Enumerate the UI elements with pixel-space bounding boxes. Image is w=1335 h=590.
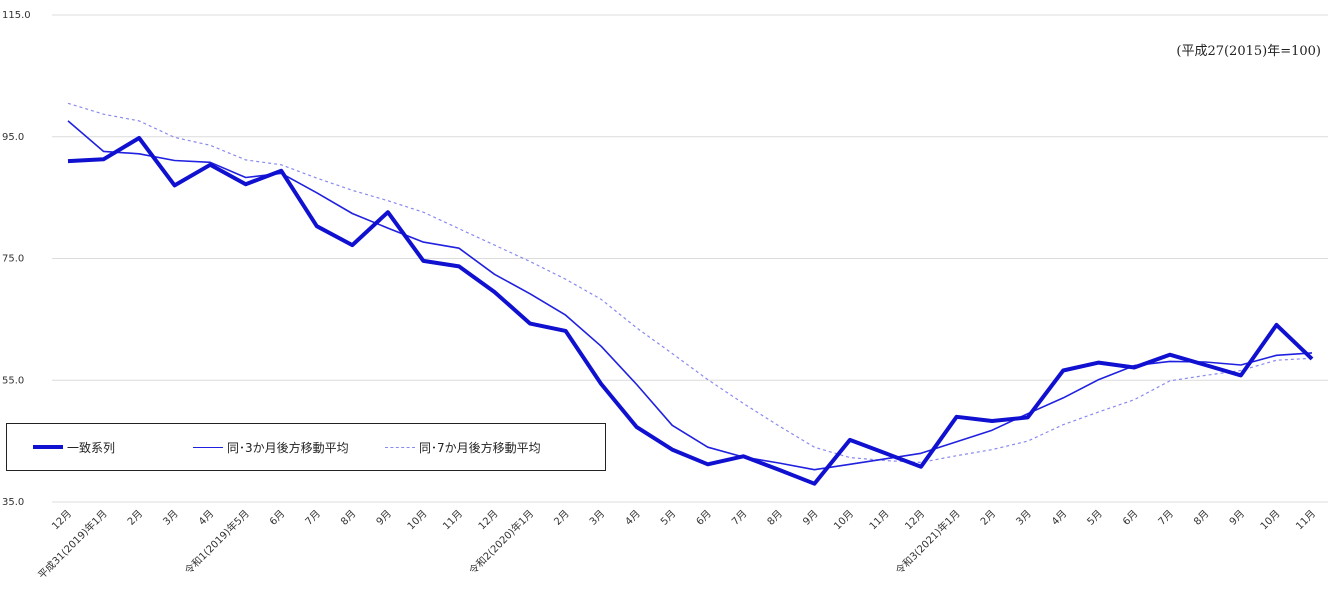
x-tick-label: 11月 <box>441 508 466 533</box>
x-tick-label: 12月 <box>50 508 75 533</box>
legend-item-ma7: 同･7か月後方移動平均 <box>385 424 541 470</box>
y-axis-ticks: 35.0 55.0 75.0 95.0 115.0 <box>2 10 31 508</box>
x-tick-label: 4月 <box>623 508 643 528</box>
grid-lines <box>52 14 1328 503</box>
legend-item-main: 一致系列 <box>33 424 115 470</box>
x-tick-label: 2月 <box>978 508 998 528</box>
y-tick-label: 55.0 <box>2 375 24 386</box>
x-tick-label: 10月 <box>1258 508 1283 533</box>
series-line-main <box>67 136 1314 486</box>
x-tick-label: 11月 <box>1294 508 1319 533</box>
x-tick-label: 11月 <box>867 508 892 533</box>
legend: 一致系列 同･3か月後方移動平均 同･7か月後方移動平均 <box>6 423 606 471</box>
x-tick-label: 7月 <box>303 508 323 528</box>
legend-label-ma7: 同･7か月後方移動平均 <box>419 440 541 455</box>
y-tick-label: 115.0 <box>2 10 31 21</box>
y-tick-label: 95.0 <box>2 132 24 143</box>
legend-swatch-main <box>33 445 63 449</box>
x-tick-label: 6月 <box>694 508 714 528</box>
x-tick-label: 8月 <box>1191 508 1211 528</box>
legend-label-ma3: 同･3か月後方移動平均 <box>227 440 349 455</box>
x-tick-label: 3月 <box>587 508 607 528</box>
legend-label-main: 一致系列 <box>67 440 116 455</box>
series-lines <box>67 102 1314 486</box>
y-tick-label: 75.0 <box>2 254 24 265</box>
x-tick-label: 4月 <box>196 508 216 528</box>
x-tick-label: 2月 <box>552 508 572 528</box>
x-tick-label: 6月 <box>1120 508 1140 528</box>
x-tick-label: 4月 <box>1049 508 1069 528</box>
base-year-note: (平成27(2015)年=100) <box>1176 44 1321 59</box>
x-tick-label: 5月 <box>658 508 678 528</box>
y-tick-label: 35.0 <box>2 497 24 508</box>
x-tick-label: 8月 <box>338 508 358 528</box>
x-tick-label: 5月 <box>1085 508 1105 528</box>
legend-item-ma3: 同･3か月後方移動平均 <box>193 424 349 470</box>
x-tick-label: 12月 <box>903 508 928 533</box>
x-tick-label: 8月 <box>765 508 785 528</box>
x-tick-label: 3月 <box>161 508 181 528</box>
series-line-ma7 <box>67 102 1313 463</box>
x-tick-label: 7月 <box>729 508 749 528</box>
x-tick-label: 12月 <box>476 508 501 533</box>
x-tick-label: 令和3(2021)年1月 <box>893 507 963 577</box>
series-line-ma3 <box>67 120 1313 471</box>
x-tick-label: 令和1(2019)年5月 <box>182 507 252 577</box>
legend-swatch-ma7 <box>385 446 415 448</box>
x-tick-label: 7月 <box>1156 508 1176 528</box>
x-tick-label: 平成31(2019)年1月 <box>35 507 109 581</box>
x-tick-label: 6月 <box>267 508 287 528</box>
x-tick-label: 2月 <box>125 508 145 528</box>
x-tick-label: 9月 <box>1227 508 1247 528</box>
x-tick-label: 9月 <box>374 508 394 528</box>
x-tick-label: 3月 <box>1014 508 1034 528</box>
legend-swatch-ma3 <box>193 446 223 448</box>
x-tick-label: 9月 <box>800 508 820 528</box>
x-tick-label: 10月 <box>832 508 857 533</box>
x-tick-label: 10月 <box>405 508 430 533</box>
x-tick-label: 令和2(2020)年1月 <box>466 507 536 577</box>
